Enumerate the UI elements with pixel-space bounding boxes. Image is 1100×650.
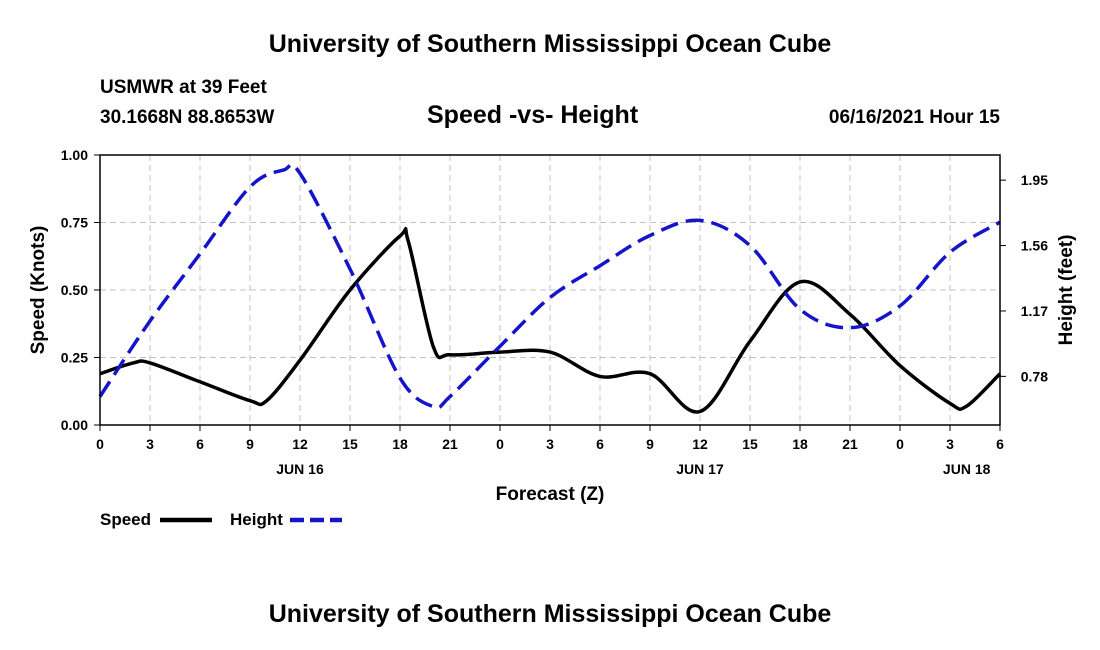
y-tick-label: 0.75 (61, 215, 88, 231)
day-label: JUN 18 (943, 461, 991, 477)
coordinates-label: 30.1668N 88.8653W (100, 107, 275, 128)
x-tick-label: 6 (996, 436, 1004, 452)
x-tick-label: 0 (896, 436, 904, 452)
x-tick-label: 12 (692, 436, 708, 452)
y2-tick-label: 1.17 (1021, 303, 1048, 319)
y-axis-title: Speed (Knots) (28, 226, 49, 355)
station-label: USMWR at 39 Feet (100, 77, 267, 98)
y2-tick-label: 1.95 (1021, 172, 1048, 188)
grid (100, 155, 1000, 425)
x-tick-label: 3 (546, 436, 554, 452)
series-line-speed (99, 226, 1002, 414)
x-tick-label: 3 (146, 436, 154, 452)
x-tick-label: 9 (246, 436, 254, 452)
x-tick-label: 12 (292, 436, 308, 452)
series-layer (98, 162, 1002, 414)
datetime-label: 06/16/2021 Hour 15 (828, 107, 1000, 128)
legend-label-speed: Speed (100, 510, 151, 529)
x-tick-label: 9 (646, 436, 654, 452)
x-tick-label: 6 (196, 436, 204, 452)
day-label: JUN 17 (676, 461, 724, 477)
x-tick-label: 18 (792, 436, 808, 452)
x-tick-label: 18 (392, 436, 408, 452)
y-tick-label: 0.00 (61, 417, 88, 433)
x-tick-label: 21 (442, 436, 458, 452)
y2-tick-label: 0.78 (1021, 368, 1048, 384)
chart-title: Speed -vs- Height (427, 101, 639, 129)
y2-tick-label: 1.56 (1021, 238, 1048, 254)
legend-label-height: Height (230, 510, 283, 529)
x-tick-label: 15 (342, 436, 358, 452)
day-label: JUN 16 (276, 461, 324, 477)
y2-axis-title: Height (feet) (1056, 235, 1077, 346)
footer-title: University of Southern Mississippi Ocean… (268, 600, 832, 628)
legend: Speed Height (100, 510, 342, 529)
page-title: University of Southern Mississippi Ocean… (268, 30, 832, 58)
x-tick-label: 0 (96, 436, 104, 452)
y-tick-label: 0.50 (61, 282, 88, 298)
axes: 0 3 6 9 12 15 18 21 0 3 6 9 12 15 18 21 0 3 6 0.00 0.25 0.50 0… (61, 147, 1048, 477)
y-tick-label: 1.00 (61, 147, 88, 163)
x-axis-title: Forecast (Z) (496, 484, 605, 505)
x-tick-label: 3 (946, 436, 954, 452)
x-tick-label: 0 (496, 436, 504, 452)
x-tick-label: 15 (742, 436, 758, 452)
x-tick-label: 21 (842, 436, 858, 452)
series-line-height (98, 162, 1001, 410)
x-tick-label: 6 (596, 436, 604, 452)
y-tick-label: 0.25 (61, 350, 88, 366)
